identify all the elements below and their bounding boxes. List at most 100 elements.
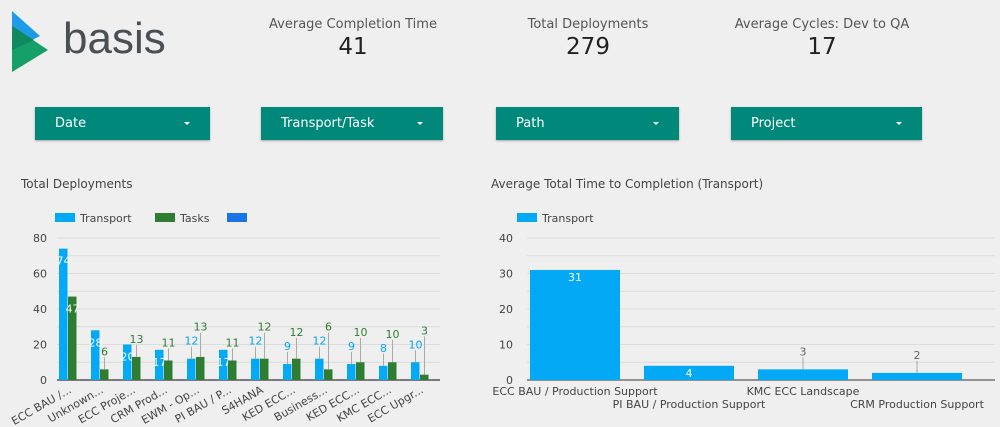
caret-down-icon [653,122,659,125]
data-label: 10 [409,338,423,351]
data-label: 12 [313,335,327,348]
bar-transport [59,248,68,380]
data-label: 8 [380,342,387,355]
bar-transport [758,369,848,380]
y-tick-label: 80 [33,232,47,245]
filter-transport-task[interactable]: Transport/Task [261,107,443,140]
filter-label: Date [55,116,87,131]
filter-label: Path [516,116,545,131]
filter-label: Project [751,116,796,131]
filter-path[interactable]: Path [496,107,679,140]
caret-down-icon [184,122,190,125]
bar-transport [530,269,620,380]
y-tick-label: 20 [33,339,47,352]
filter-date[interactable]: Date [35,107,210,140]
filter-label: Transport/Task [281,116,375,131]
kpi-value: 279 [566,34,610,60]
bar-tasks [132,356,141,380]
data-label: 12 [290,326,304,339]
data-label: 12 [258,321,272,334]
kpi-avg-completion: Average Completion Time 41 [253,17,453,60]
bar-tasks [420,374,429,380]
x-tick-label: PI BAU / Production Support [613,398,766,411]
legend-label: Transport [541,212,594,225]
data-label: 12 [185,335,199,348]
x-tick-label: KMC ECC Landscape [747,385,860,398]
legend-label: Transport [79,212,132,225]
data-label: 31 [568,271,582,284]
kpi-avg-cycles: Average Cycles: Dev to QA 17 [722,17,922,60]
legend-label: Tasks [179,212,210,225]
bar-transport [187,358,196,380]
filter-project[interactable]: Project [731,107,922,140]
data-label: 47 [66,303,80,316]
caret-down-icon [417,122,423,125]
data-label: 13 [130,333,144,346]
data-label: 2 [914,349,921,362]
bar-tasks [388,362,397,380]
y-tick-label: 0 [40,374,47,387]
bar-transport [872,372,962,380]
bar-tasks [324,369,333,380]
bar-transport [347,364,356,380]
y-tick-label: 10 [499,339,513,352]
y-tick-label: 40 [33,303,47,316]
bar-tasks [164,360,173,380]
basis-logo-icon [12,11,48,72]
kpi-value: 17 [807,34,837,60]
legend-swatch [155,213,175,222]
data-label: 9 [284,340,291,353]
kpi-total-deployments: Total Deployments 279 [488,17,688,60]
data-label: 11 [162,336,176,349]
y-tick-label: 20 [499,303,513,316]
legend-swatch [55,213,75,222]
y-tick-label: 0 [506,374,513,387]
data-label: 17 [153,356,167,369]
data-label: 11 [226,336,240,349]
bar-transport [315,358,324,380]
legend-swatch [517,213,537,222]
bar-tasks [100,369,109,380]
chart-title-total-deployments: Total Deployments [21,177,133,191]
bar-transport [91,330,100,380]
bar-transport [644,365,734,380]
bar-tasks [68,296,77,380]
kpi-label: Total Deployments [527,17,649,32]
kpi-value: 41 [338,34,368,60]
kpi-label: Average Cycles: Dev to QA [734,17,910,32]
y-tick-label: 30 [499,268,513,281]
y-tick-label: 40 [499,232,513,245]
data-label: 6 [101,345,108,358]
bar-tasks [356,362,365,380]
data-label: 12 [249,335,263,348]
data-label: 9 [348,340,355,353]
data-label: 20 [121,351,135,364]
bar-tasks [196,356,205,380]
data-label: 3 [800,345,807,358]
caret-down-icon [896,122,902,125]
legend-swatch [227,213,247,222]
bar-tasks [292,358,301,380]
data-label: 4 [686,367,693,380]
data-label: 3 [421,324,428,337]
bar-transport [283,364,292,380]
bar-transport [251,358,260,380]
bar-transport [379,365,388,380]
bar-transport [155,349,164,380]
bar-tasks [228,360,237,380]
chart-title-avg-time: Average Total Time to Completion (Transp… [491,177,764,191]
data-label: 6 [325,321,332,334]
bar-transport [411,362,420,380]
bar-tasks [260,358,269,380]
data-label: 10 [386,328,400,341]
x-tick-label: CRM Production Support [850,398,985,411]
data-label: 74 [57,255,71,268]
data-label: 13 [194,321,208,334]
brand-name: basis [63,14,166,63]
data-label: 28 [89,336,103,349]
kpi-label: Average Completion Time [269,17,437,32]
bar-transport [219,349,228,380]
y-tick-label: 60 [33,268,47,281]
bar-transport [123,344,132,380]
